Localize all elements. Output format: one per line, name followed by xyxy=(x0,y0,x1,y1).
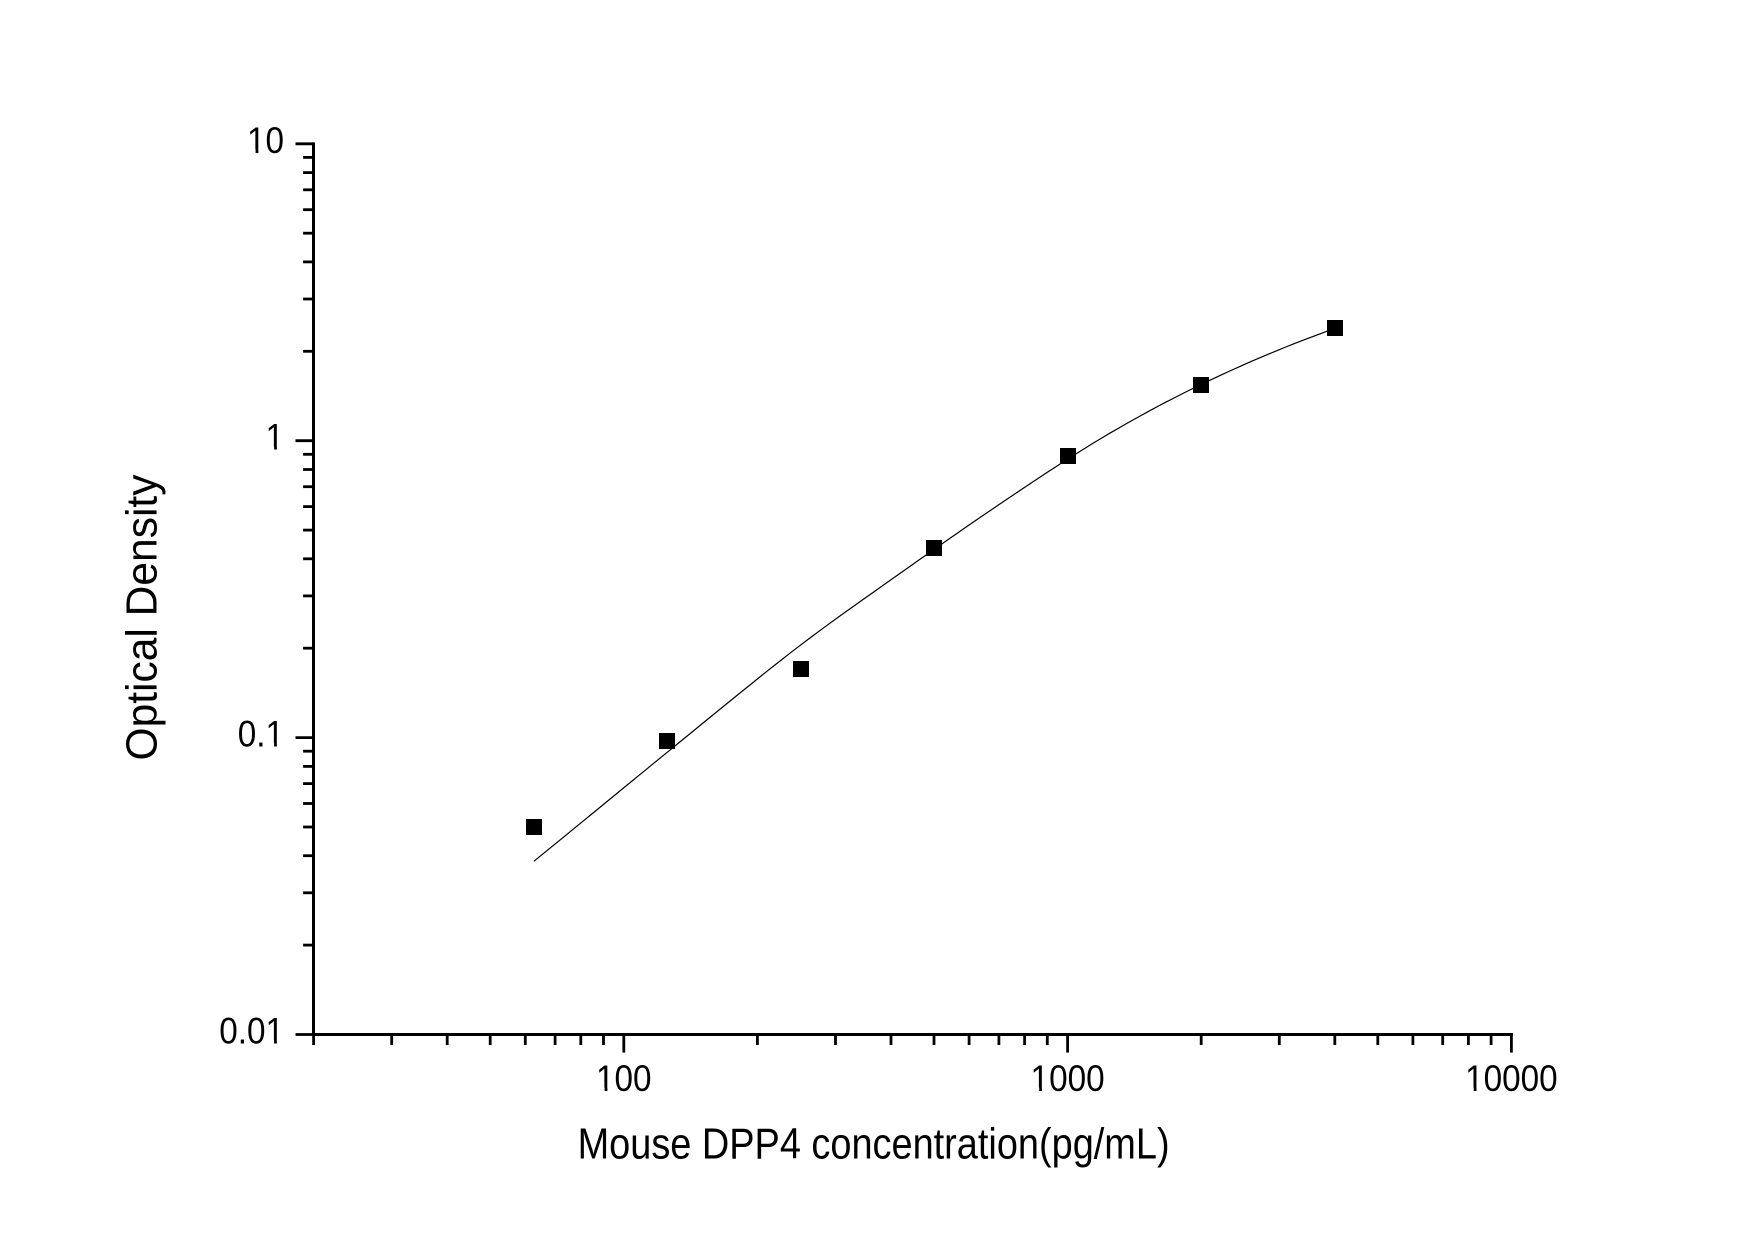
svg-text:0.1: 0.1 xyxy=(238,714,284,755)
svg-text:1000: 1000 xyxy=(1031,1058,1105,1099)
svg-text:10: 10 xyxy=(247,120,284,161)
svg-text:100: 100 xyxy=(596,1058,652,1099)
svg-text:Optical Density: Optical Density xyxy=(119,474,167,760)
svg-text:0.01: 0.01 xyxy=(219,1011,284,1052)
svg-text:1: 1 xyxy=(266,417,285,458)
svg-text:10000: 10000 xyxy=(1465,1058,1558,1099)
svg-text:Mouse DPP4 concentration(pg/mL: Mouse DPP4 concentration(pg/mL) xyxy=(578,1121,1170,1169)
